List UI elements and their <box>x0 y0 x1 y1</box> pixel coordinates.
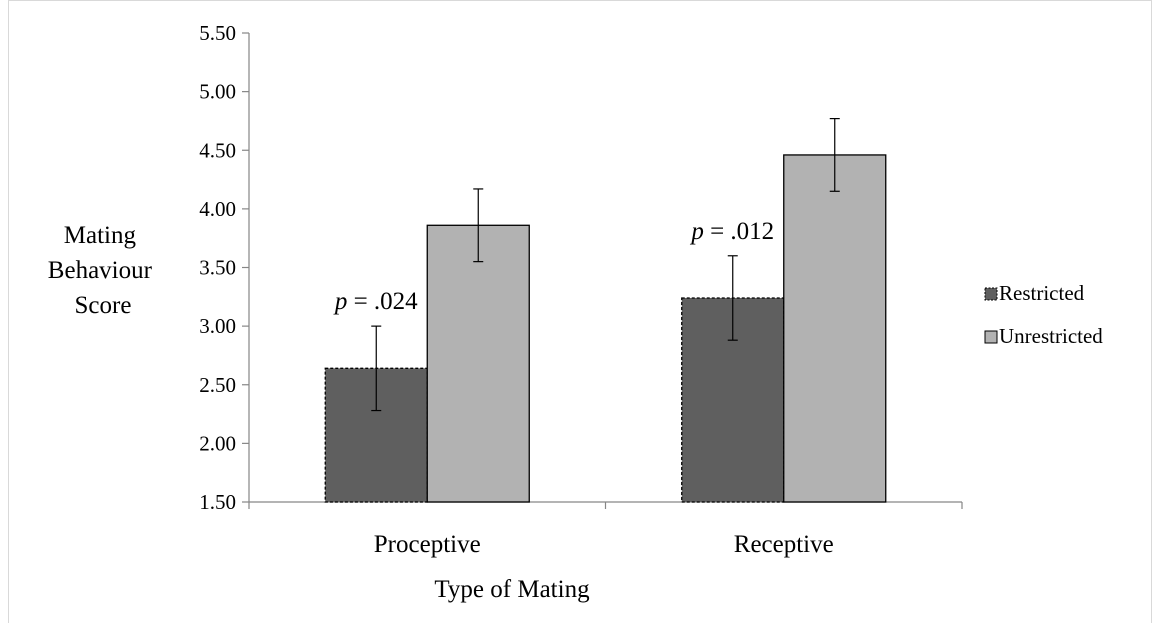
legend-label-restricted: Restricted <box>999 281 1085 305</box>
p-value-annotation: p = .012 <box>689 218 774 245</box>
y-axis-ticks: 1.50 2.00 2.50 3.00 3.50 4.00 4.50 5.00 5.50 <box>199 21 249 514</box>
y-tick-label: 2.50 <box>199 373 236 397</box>
y-axis-title: Mating Behaviour Score <box>48 222 158 319</box>
legend-label-unrestricted: Unrestricted <box>999 324 1103 348</box>
x-axis-title: Type of Mating <box>434 576 590 603</box>
y-tick-label: 1.50 <box>199 490 236 514</box>
bar-unrestricted <box>783 154 887 503</box>
bar-unrestricted <box>426 224 530 503</box>
legend: Restricted Unrestricted <box>984 281 1103 348</box>
annotations: p = .024 p = .012 <box>333 218 774 315</box>
y-axis-title-line: Mating <box>64 222 137 249</box>
y-tick-label: 2.00 <box>199 431 236 455</box>
y-tick-label: 5.00 <box>199 80 236 104</box>
x-tick-label: Proceptive <box>374 531 481 558</box>
x-axis-ticks: Proceptive Receptive <box>248 502 963 558</box>
p-value-annotation: p = .024 <box>333 288 418 315</box>
y-tick-label: 3.50 <box>199 256 236 280</box>
legend-swatch-unrestricted <box>984 330 998 344</box>
x-tick-label: Receptive <box>734 531 834 558</box>
y-axis-title-line: Score <box>75 292 132 319</box>
legend-swatch-restricted <box>984 287 998 301</box>
y-tick-label: 5.50 <box>199 21 236 45</box>
error-bars <box>371 117 840 412</box>
y-axis-title-line: Behaviour <box>48 257 153 284</box>
bars <box>324 154 887 503</box>
y-tick-label: 4.50 <box>199 138 236 162</box>
chart-frame <box>8 0 1152 623</box>
y-tick-label: 3.00 <box>199 314 236 338</box>
y-tick-label: 4.00 <box>199 197 236 221</box>
